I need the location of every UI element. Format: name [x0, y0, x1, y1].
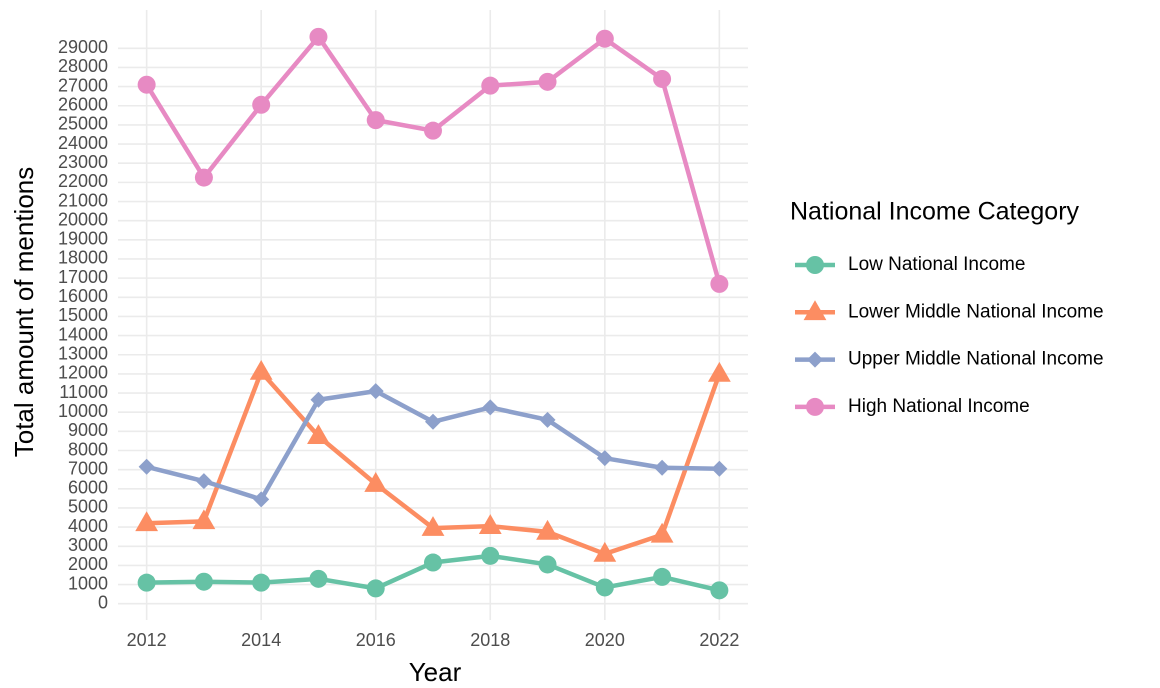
x-tick-label: 2012: [127, 630, 167, 650]
y-tick-label: 16000: [58, 286, 108, 306]
y-tick-label: 23000: [58, 152, 108, 172]
marker: [137, 75, 156, 94]
y-tick-label: 20000: [58, 209, 108, 229]
y-tick-label: 9000: [68, 420, 108, 440]
y-tick-label: 18000: [58, 248, 108, 268]
y-tick-label: 4000: [68, 516, 108, 536]
y-tick-label: 5000: [68, 497, 108, 517]
marker: [424, 121, 442, 140]
marker: [194, 168, 213, 187]
x-tick-label: 2014: [241, 630, 281, 650]
y-tick-label: 3000: [68, 535, 108, 555]
marker: [367, 383, 384, 400]
marker: [710, 581, 729, 600]
marker: [194, 572, 213, 591]
marker: [309, 27, 328, 46]
marker: [707, 361, 731, 382]
y-tick-label: 17000: [58, 267, 108, 287]
marker: [195, 473, 212, 490]
legend-key-marker: [806, 256, 824, 274]
y-tick-label: 25000: [58, 114, 108, 134]
legend-title: National Income Category: [790, 198, 1080, 226]
y-tick-label: 26000: [58, 95, 108, 115]
y-tick-label: 24000: [58, 133, 108, 153]
marker: [710, 274, 729, 293]
marker: [252, 573, 271, 592]
x-tick-label: 2022: [699, 630, 739, 650]
y-tick-label: 14000: [58, 324, 108, 344]
marker: [711, 460, 728, 477]
marker: [595, 578, 614, 597]
marker: [595, 29, 614, 48]
marker: [421, 516, 445, 536]
y-tick-label: 21000: [58, 190, 108, 210]
marker: [135, 511, 159, 532]
marker: [536, 519, 559, 540]
x-axis-title: Year: [409, 657, 462, 687]
marker: [192, 509, 216, 530]
marker: [596, 450, 613, 467]
marker: [309, 569, 328, 588]
y-tick-label: 2000: [68, 554, 108, 574]
marker: [138, 458, 155, 475]
y-tick-label: 7000: [68, 458, 108, 478]
y-tick-label: 13000: [58, 343, 108, 363]
x-tick-label: 2018: [470, 630, 510, 650]
marker: [538, 555, 557, 574]
marker: [137, 573, 156, 592]
marker: [653, 69, 672, 88]
legend-key-marker: [803, 300, 827, 321]
marker: [425, 413, 441, 430]
marker: [424, 553, 442, 572]
marker: [307, 424, 330, 444]
y-tick-label: 22000: [58, 171, 108, 191]
y-tick-label: 28000: [58, 56, 108, 76]
y-tick-label: 15000: [58, 305, 108, 325]
marker: [253, 491, 270, 508]
x-tick-label: 2020: [585, 630, 625, 650]
y-tick-label: 0: [98, 592, 108, 612]
marker: [653, 567, 672, 586]
legend-label: Low National Income: [848, 254, 1025, 275]
marker: [366, 111, 385, 130]
marker: [478, 514, 502, 534]
y-tick-label: 1000: [68, 573, 108, 593]
legend-label: Upper Middle National Income: [848, 349, 1104, 370]
marker: [482, 399, 499, 416]
x-tick-label: 2016: [356, 630, 396, 650]
marker: [538, 72, 557, 91]
y-tick-label: 11000: [59, 382, 108, 402]
legend-key-marker: [806, 397, 824, 416]
y-tick-label: 6000: [68, 478, 108, 498]
legend-label: High National Income: [848, 396, 1030, 417]
y-tick-label: 29000: [58, 37, 108, 57]
y-tick-label: 27000: [58, 75, 108, 95]
y-tick-label: 19000: [58, 229, 108, 249]
y-tick-label: 8000: [68, 439, 108, 459]
series-line: [144, 34, 722, 285]
y-axis-title: Total amount of mentions: [9, 167, 39, 458]
marker: [654, 459, 671, 476]
marker: [539, 411, 556, 428]
marker: [593, 541, 617, 562]
marker: [252, 95, 271, 114]
marker: [364, 472, 388, 492]
y-tick-label: 10000: [58, 401, 108, 421]
legend-label: Lower Middle National Income: [848, 301, 1104, 322]
marker: [650, 522, 674, 543]
marker: [481, 546, 500, 565]
marker: [481, 76, 500, 95]
y-tick-label: 12000: [58, 363, 108, 383]
marker: [249, 359, 273, 380]
legend-key-marker: [807, 351, 823, 368]
marker: [366, 579, 385, 598]
marker: [310, 391, 327, 408]
